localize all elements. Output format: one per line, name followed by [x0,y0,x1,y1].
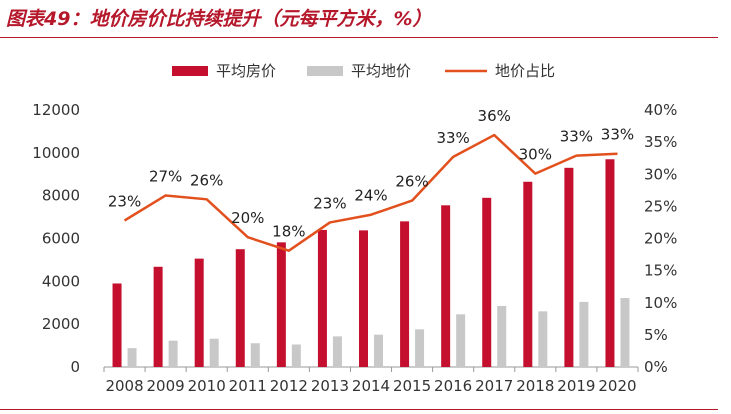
line-data-label: 26% [395,173,428,191]
house-price-bar [317,229,327,367]
land-price-bar [374,334,383,367]
x-tick-label: 2012 [270,377,308,395]
data-labels: 23% 27% 26% 20% 18% 23% 24% 26% 33% 36% 30% 33% 33% [108,107,634,241]
figure-title: 图表49：地价房价比持续提升（元每平方米，%） [6,8,432,30]
house-price-bar [605,159,615,367]
line-data-label: 18% [272,223,305,241]
y-right-tick-label: 20% [644,230,677,248]
x-tick-label: 2020 [598,377,636,395]
y-right-tick-label: 25% [644,197,677,215]
land-price-bar [332,336,342,367]
line-data-label: 23% [313,194,346,212]
legend-label: 平均地价 [351,62,411,80]
land-price-bar [497,305,507,367]
land-price-bar [209,338,219,367]
land-price-bar [250,343,260,367]
x-tick-label: 2013 [311,377,349,395]
y-left-tick-label: 12000 [32,101,80,119]
x-tick-label: 2011 [229,377,267,395]
y-left-tick-label: 8000 [42,187,80,205]
bottom-divider [0,409,718,410]
land-price-bar [291,344,301,367]
y-left-tick-label: 4000 [42,272,80,290]
x-tick-label: 2016 [434,377,472,395]
land-price-bar [415,329,425,367]
house-price-bar [359,230,368,367]
house-price-bar [235,249,245,367]
y-left-tick-label: 6000 [42,230,80,248]
land-price-bar [579,301,589,367]
line-data-label: 27% [149,167,182,185]
x-tick-label: 2019 [557,377,595,395]
y-right-tick-label: 30% [644,165,677,183]
house-price-bar [112,283,122,367]
bar-series [112,159,630,367]
house-price-bar [564,167,574,367]
y-right-tick-label: 10% [644,294,677,312]
line-data-label: 33% [436,129,469,147]
y-left-tick-label: 2000 [42,315,80,333]
line-data-label: 33% [560,128,593,146]
line-data-label: 30% [519,146,552,164]
legend-label: 平均房价 [216,62,276,80]
house-price-bar [400,221,410,367]
line-data-label: 23% [108,193,141,211]
chart-axes: 2008 2009 2010 2011 2012 2013 2014 2015 2016 2017… [32,101,677,395]
land-ratio-line [123,133,618,252]
land-price-bar [538,311,548,367]
line-data-label: 26% [190,171,223,189]
title-divider [0,37,718,38]
line-data-label: 36% [478,107,511,125]
legend-swatch [172,66,208,76]
line-data-label: 20% [231,209,264,227]
y-right-tick-label: 15% [644,262,677,280]
y-left-tick-label: 0 [70,358,80,376]
land-price-bar [127,348,137,367]
line-data-label: 33% [601,126,634,144]
line-series [123,133,618,252]
house-price-bar [194,258,204,367]
x-tick-label: 2015 [393,377,431,395]
land-price-bar [168,340,178,367]
land-price-bar [620,298,630,367]
legend-label: 地价占比 [495,62,555,80]
x-tick-label: 2008 [105,377,143,395]
land-price-bar [456,314,466,367]
chart-legend: 平均房价 平均地价 地价占比 [172,62,555,80]
x-tick-label: 2017 [475,377,513,395]
x-tick-label: 2014 [352,377,390,395]
house-price-bar [523,181,533,367]
x-tick-label: 2010 [188,377,226,395]
y-right-tick-label: 40% [644,101,677,119]
y-right-tick-label: 5% [644,326,668,344]
legend-swatch [307,66,343,76]
y-right-tick-label: 35% [644,133,677,151]
y-right-tick-label: 0% [644,358,668,376]
y-left-tick-label: 10000 [32,144,80,162]
house-price-bar [482,197,492,367]
house-price-bar [441,205,451,367]
house-price-bar [153,266,163,367]
house-price-bar [276,242,286,367]
x-tick-label: 2009 [147,377,185,395]
line-data-label: 24% [354,187,387,205]
x-tick-label: 2018 [516,377,554,395]
